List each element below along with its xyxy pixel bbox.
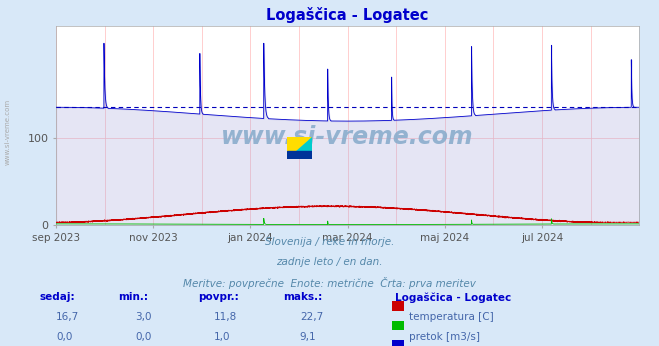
Text: pretok [m3/s]: pretok [m3/s]: [409, 332, 480, 342]
Text: zadnje leto / en dan.: zadnje leto / en dan.: [276, 257, 383, 267]
Text: 11,8: 11,8: [214, 312, 237, 322]
Polygon shape: [287, 151, 312, 159]
Text: 0,0: 0,0: [135, 332, 152, 342]
Title: Logaščica - Logatec: Logaščica - Logatec: [266, 7, 429, 24]
Text: 16,7: 16,7: [56, 312, 79, 322]
Polygon shape: [287, 137, 312, 159]
Text: www.si-vreme.com: www.si-vreme.com: [221, 125, 474, 149]
Text: sedaj:: sedaj:: [40, 292, 75, 302]
Text: 9,1: 9,1: [300, 332, 316, 342]
Text: maks.:: maks.:: [283, 292, 323, 302]
Text: Logaščica - Logatec: Logaščica - Logatec: [395, 292, 511, 303]
Text: 3,0: 3,0: [135, 312, 152, 322]
Text: povpr.:: povpr.:: [198, 292, 239, 302]
Text: 1,0: 1,0: [214, 332, 231, 342]
Text: Slovenija / reke in morje.: Slovenija / reke in morje.: [265, 237, 394, 247]
Text: temperatura [C]: temperatura [C]: [409, 312, 494, 322]
Text: Meritve: povprečne  Enote: metrične  Črta: prva meritev: Meritve: povprečne Enote: metrične Črta:…: [183, 277, 476, 289]
Text: min.:: min.:: [119, 292, 149, 302]
Polygon shape: [287, 137, 312, 159]
Text: 0,0: 0,0: [56, 332, 72, 342]
Text: www.si-vreme.com: www.si-vreme.com: [5, 98, 11, 165]
Text: 22,7: 22,7: [300, 312, 323, 322]
